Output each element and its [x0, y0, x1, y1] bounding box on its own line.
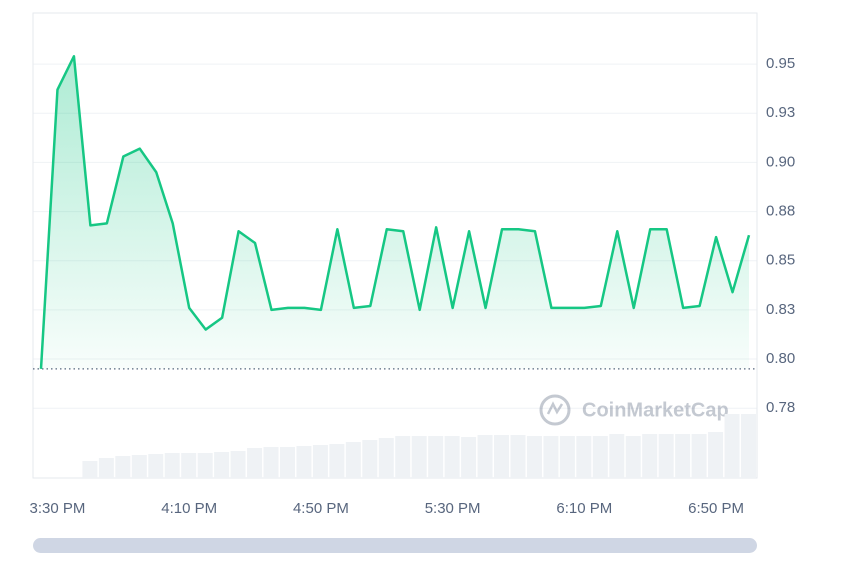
y-tick-label: 0.95: [766, 55, 795, 72]
volume-bar: [625, 436, 641, 478]
volume-bar: [312, 445, 328, 478]
volume-bar: [428, 436, 444, 478]
volume-bar: [724, 414, 740, 478]
x-tick-label: 5:30 PM: [425, 500, 481, 517]
volume-bar: [708, 432, 724, 478]
volume-bar: [296, 446, 312, 478]
volume-bar: [214, 452, 230, 478]
volume-bar: [263, 447, 279, 478]
watermark-text: CoinMarketCap: [582, 399, 729, 421]
volume-bar: [543, 436, 559, 478]
x-tick-label: 6:50 PM: [688, 500, 744, 517]
volume-bar: [592, 436, 608, 478]
y-tick-label: 0.90: [766, 153, 795, 170]
volume-bar: [181, 453, 197, 478]
volume-bar: [741, 414, 756, 478]
volume-bar: [362, 440, 378, 478]
y-tick-label: 0.78: [766, 399, 795, 416]
volume-bar: [230, 451, 246, 478]
x-tick-label: 3:30 PM: [30, 500, 86, 517]
volume-bar: [526, 436, 542, 478]
volume-bar: [329, 444, 345, 478]
y-tick-label: 0.80: [766, 350, 795, 367]
volume-bar: [247, 448, 263, 478]
volume-bar: [691, 434, 707, 478]
volume-bar: [279, 447, 295, 478]
y-tick-label: 0.93: [766, 104, 795, 121]
y-tick-label: 0.85: [766, 252, 795, 269]
plot-frame: [32, 12, 758, 479]
volume-bar: [98, 458, 114, 478]
volume-bar: [609, 434, 625, 478]
volume-bar: [345, 442, 361, 478]
volume-bar: [576, 436, 592, 478]
volume-bar: [658, 434, 674, 478]
x-tick-label: 4:10 PM: [161, 500, 217, 517]
volume-bar: [494, 435, 510, 478]
scrollbar[interactable]: [33, 538, 757, 553]
y-tick-label: 0.83: [766, 301, 795, 318]
volume-bar: [197, 453, 213, 478]
volume-bar: [411, 436, 427, 478]
volume-bar: [395, 436, 411, 478]
volume-bar: [131, 455, 147, 478]
volume-bar: [378, 438, 394, 478]
watermark: CoinMarketCap: [539, 394, 729, 426]
volume-bar: [675, 434, 691, 478]
volume-bar: [82, 461, 98, 478]
y-tick-label: 0.88: [766, 203, 795, 220]
volume-bar: [444, 436, 460, 478]
volume-bar: [148, 454, 164, 478]
price-line: [39, 55, 751, 369]
volume-bar: [642, 434, 658, 478]
price-area: [41, 56, 749, 369]
volume-bar: [477, 435, 493, 478]
x-tick-label: 4:50 PM: [293, 500, 349, 517]
volume-bar: [559, 436, 575, 478]
volume-bar: [115, 456, 131, 478]
volume-bar: [461, 437, 477, 478]
x-tick-label: 6:10 PM: [556, 500, 612, 517]
volume-bar: [510, 435, 526, 478]
volume-bar: [164, 453, 180, 478]
